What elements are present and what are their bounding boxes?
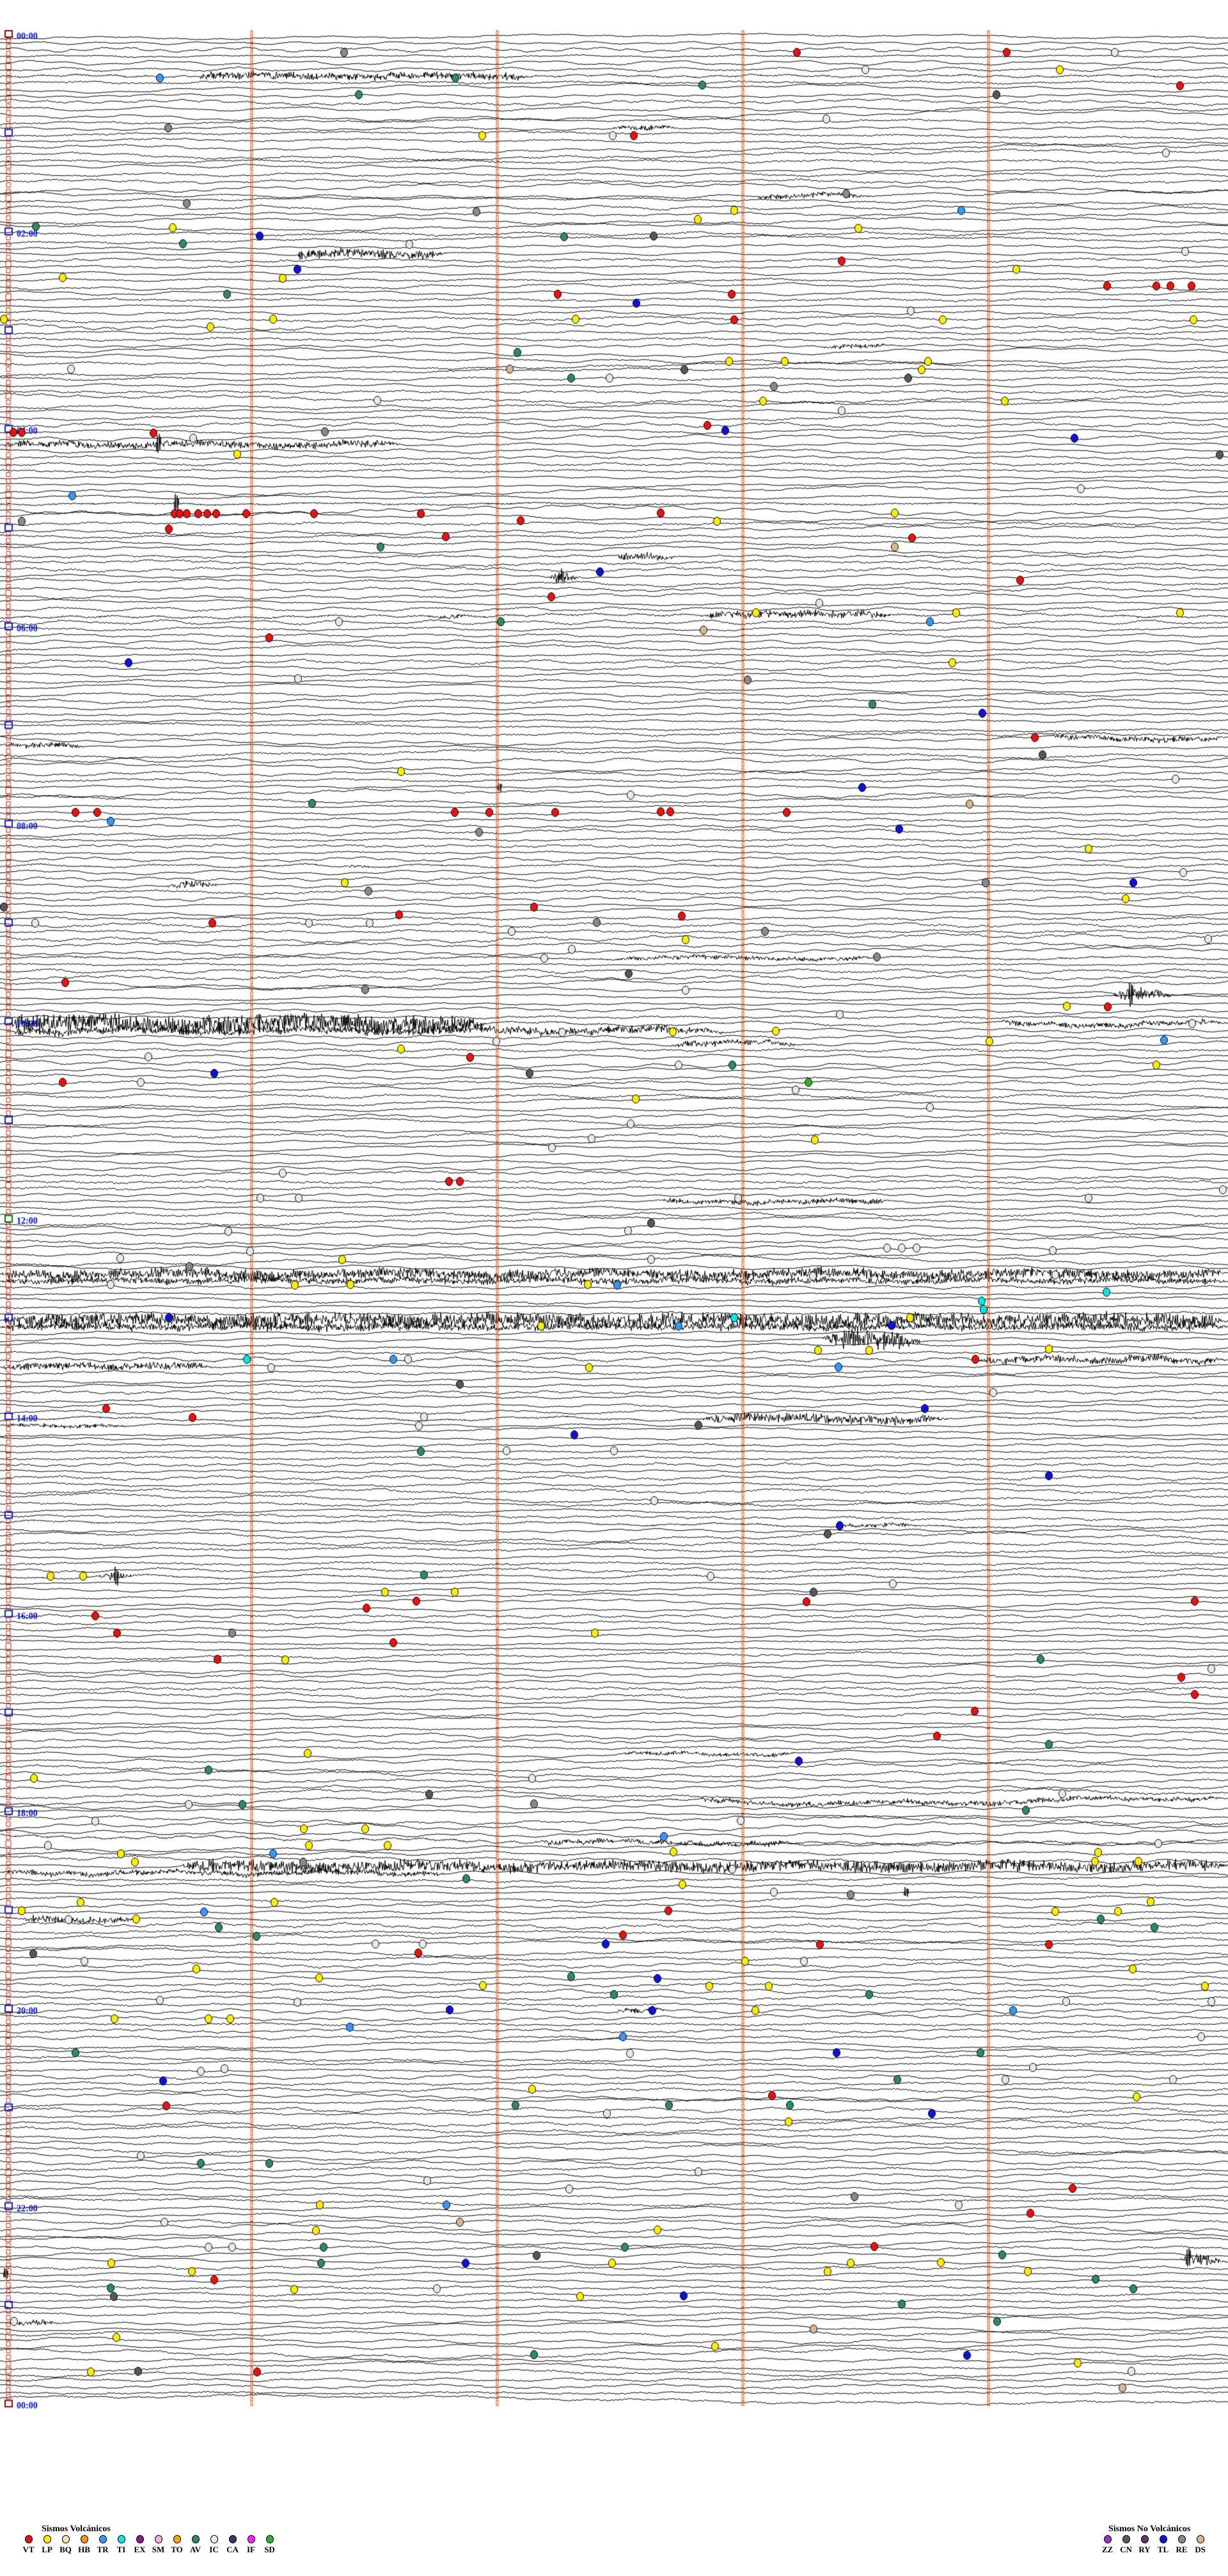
legend-item: DS — [1191, 2535, 1209, 2555]
event-class-label: TL — [1157, 2545, 1169, 2554]
sm-class-dot — [154, 2535, 162, 2543]
vt-class-dot — [24, 2535, 33, 2543]
ds-class-dot — [1196, 2535, 1204, 2543]
event-class-label: TR — [97, 2545, 109, 2554]
legend-item: CA — [223, 2535, 242, 2555]
event-class-label: LP — [42, 2545, 52, 2554]
event-class-label: EX — [134, 2545, 146, 2554]
event-class-label: BQ — [59, 2545, 72, 2554]
event-class-label: VT — [22, 2545, 35, 2554]
tl-class-dot — [1159, 2535, 1167, 2543]
event-class-label: TO — [171, 2545, 183, 2554]
legend-item: IF — [242, 2535, 260, 2555]
event-class-label: SD — [264, 2545, 275, 2554]
event-class-label: RE — [1176, 2545, 1188, 2554]
cn-class-dot — [1122, 2535, 1130, 2543]
hb-class-dot — [80, 2535, 88, 2543]
zz-class-dot — [1103, 2535, 1112, 2543]
event-class-label: IF — [247, 2545, 255, 2554]
event-class-label: HB — [78, 2545, 90, 2554]
event-class-label: TI — [116, 2545, 126, 2554]
legend-non-volcanic-title: Sismos No Volcánicos — [1108, 2524, 1191, 2534]
legend-item: HB — [75, 2535, 93, 2555]
legend-item: VT — [19, 2535, 38, 2555]
legend-volcanic-items: VT LP BQ HB TR TI — [19, 2535, 279, 2555]
legend-item: ZZ — [1098, 2535, 1117, 2555]
legend-item: TR — [93, 2535, 112, 2555]
legend-item: RE — [1172, 2535, 1191, 2555]
ry-class-dot — [1140, 2535, 1149, 2543]
legend-item: LP — [38, 2535, 56, 2555]
tr-class-dot — [98, 2535, 107, 2543]
legend-item: TI — [112, 2535, 130, 2555]
ic-class-dot — [210, 2535, 218, 2543]
legend-item: EX — [130, 2535, 149, 2555]
event-class-label: SM — [152, 2545, 165, 2554]
legend-item: TO — [168, 2535, 186, 2555]
event-class-label: DS — [1195, 2545, 1206, 2554]
legend-non-volcanic-items: ZZ CN RY TL RE DS — [1098, 2535, 1209, 2555]
legend-item: RY — [1135, 2535, 1154, 2555]
ex-class-dot — [136, 2535, 144, 2543]
sd-class-dot — [265, 2535, 274, 2543]
event-class-label: CN — [1120, 2545, 1132, 2554]
ca-class-dot — [228, 2535, 237, 2543]
legend-item: SD — [260, 2535, 279, 2555]
bq-class-dot — [61, 2535, 70, 2543]
event-class-label: CA — [226, 2545, 239, 2554]
to-class-dot — [173, 2535, 181, 2543]
lp-class-dot — [43, 2535, 51, 2543]
av-class-dot — [191, 2535, 200, 2543]
legend-item: BQ — [56, 2535, 75, 2555]
legend-item: SM — [149, 2535, 168, 2555]
legend-non-volcanic: Sismos No Volcánicos ZZ CN RY TL — [1098, 2523, 1209, 2555]
if-class-dot — [247, 2535, 255, 2543]
legend-volcanic: Sismos Volcánicos VT LP BQ HB — [19, 2523, 279, 2555]
event-class-label: IC — [209, 2545, 219, 2554]
legend-item: IC — [205, 2535, 223, 2555]
legend-item: AV — [186, 2535, 205, 2555]
ti-class-dot — [117, 2535, 125, 2543]
re-class-dot — [1177, 2535, 1186, 2543]
event-class-label: ZZ — [1101, 2545, 1114, 2554]
event-class-label: AV — [189, 2545, 201, 2554]
legend-item: CN — [1117, 2535, 1135, 2555]
event-class-label: RY — [1138, 2545, 1151, 2554]
legend-volcanic-title: Sismos Volcánicos — [42, 2524, 111, 2534]
legend-item: TL — [1154, 2535, 1172, 2555]
